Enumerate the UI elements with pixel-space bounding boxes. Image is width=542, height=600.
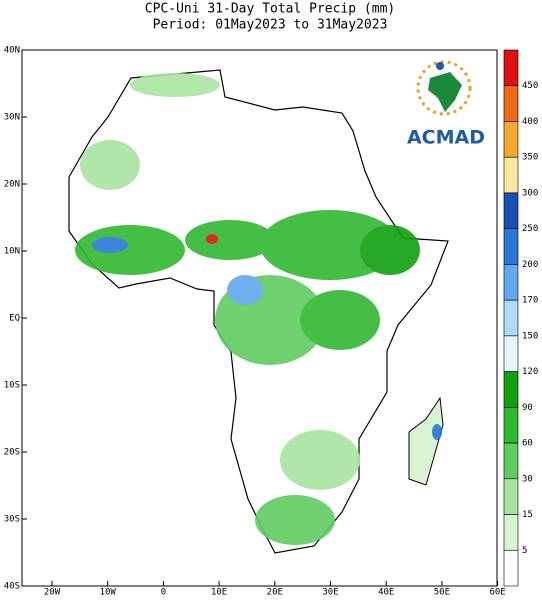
lon-label: 50E: [434, 588, 450, 598]
colorbar-label: 150: [522, 331, 538, 341]
colorbar-segment: [503, 407, 519, 444]
colorbar-segment: [503, 514, 519, 551]
lat-label: 40N: [4, 46, 20, 56]
lat-label: 40S: [4, 582, 20, 592]
colorbar-segment: [503, 121, 519, 158]
lat-label: 30S: [4, 515, 20, 525]
colorbar-label: 200: [522, 260, 538, 270]
colorbar-segment: [503, 478, 519, 515]
colorbar-label: 60: [522, 439, 533, 449]
colorbar-label: 250: [522, 224, 538, 234]
lon-label: 20W: [44, 588, 61, 598]
lon-label: 0: [161, 588, 166, 598]
lat-label: 10S: [4, 381, 20, 391]
lon-label: 60E: [489, 588, 505, 598]
colorbar-label: 400: [522, 117, 538, 127]
colorbar-segment: [503, 49, 519, 87]
logo-text: ACMAD: [407, 127, 485, 149]
colorbar-label: 30: [522, 474, 533, 484]
colorbar-segment: [503, 192, 519, 229]
lat-label: EQ: [9, 314, 20, 324]
colorbar-label: 15: [522, 510, 533, 520]
lon-label: 10W: [100, 588, 117, 598]
map-title: CPC-Uni 31-Day Total Precip (mm): [145, 2, 395, 17]
colorbar-segment: [503, 156, 519, 194]
colorbar-segment: [503, 549, 519, 587]
map-subtitle: Period: 01May2023 to 31May2023: [153, 18, 388, 33]
colorbar-label: 170: [522, 296, 538, 306]
colorbar-label: 120: [522, 367, 538, 377]
logo: [416, 60, 472, 116]
colorbar-segment: [503, 442, 519, 480]
colorbar-segment: [503, 228, 519, 265]
lon-label: 10E: [211, 588, 227, 598]
lat-label: 20N: [4, 180, 20, 190]
colorbar-segment: [503, 335, 519, 372]
colorbar-label: 300: [522, 188, 538, 198]
colorbar-segment: [503, 299, 519, 337]
lat-label: 10N: [4, 247, 20, 257]
continent: [68, 69, 449, 554]
colorbar-segment: [503, 85, 519, 122]
lat-label: 30N: [4, 113, 20, 123]
colorbar-segment: [503, 371, 519, 408]
lon-label: 40E: [378, 588, 394, 598]
precip-areas: [75, 73, 442, 545]
lat-label: 20S: [4, 448, 20, 458]
colorbar-label: 90: [522, 403, 533, 413]
colorbar-label: 5: [522, 546, 527, 556]
colorbar-segment: [503, 264, 519, 301]
lon-label: 20E: [267, 588, 283, 598]
madagascar: [408, 396, 444, 486]
colorbar-label: 450: [522, 81, 538, 91]
lon-label: 30E: [322, 588, 338, 598]
colorbar-label: 350: [522, 153, 538, 163]
